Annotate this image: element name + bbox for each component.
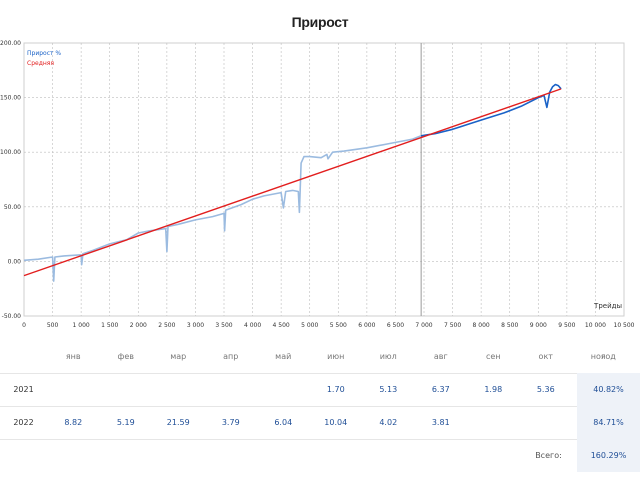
x-tick-label: 4 000 xyxy=(244,322,261,329)
x-tick-label: 6 000 xyxy=(358,322,375,329)
y-tick-label: 0.00 xyxy=(8,258,22,265)
month-header: мар xyxy=(170,352,187,361)
y-tick-label: 50.00 xyxy=(4,204,21,211)
month-header: ноя xyxy=(590,352,606,361)
month-value xyxy=(205,373,258,406)
month-value: 6.37 xyxy=(431,385,450,394)
x-tick-label: 9 500 xyxy=(558,322,575,329)
month-value xyxy=(47,373,100,406)
series-layer xyxy=(23,83,562,282)
month-value xyxy=(467,406,520,439)
month-header: авг xyxy=(433,352,448,361)
month-header: апр xyxy=(223,352,239,361)
summary-label: Всего: xyxy=(535,451,562,460)
summary-row: Всего: 160.29% xyxy=(0,439,640,472)
year-total-header: год xyxy=(601,352,616,361)
y-tick-label: -50.00 xyxy=(2,313,22,320)
x-tick-label: 5 000 xyxy=(301,322,318,329)
series-line-0 xyxy=(23,135,422,282)
x-tick-label: 2 500 xyxy=(158,322,175,329)
summary-total: 160.29% xyxy=(577,439,640,472)
x-tick-label: 0 xyxy=(22,322,26,329)
series-line-2 xyxy=(23,88,562,277)
x-tick-label: 1 000 xyxy=(73,322,90,329)
x-tick-label: 500 xyxy=(47,322,59,329)
month-value: 5.13 xyxy=(379,385,398,394)
y-tick-label: 150.00 xyxy=(0,95,21,102)
x-axis-label: Трейды xyxy=(593,302,622,310)
month-header: май xyxy=(275,352,292,361)
legend-entry: Прирост % xyxy=(27,50,61,57)
legend-entry: Средняя xyxy=(27,60,54,67)
legend: Прирост % Средняя xyxy=(27,50,61,67)
month-value: 10.04 xyxy=(324,418,348,427)
month-header: окт xyxy=(538,352,553,361)
month-header: сен xyxy=(485,352,501,361)
month-value: 3.81 xyxy=(431,418,450,427)
x-tick-label: 4 500 xyxy=(273,322,290,329)
y-tick-label: 200.00 xyxy=(0,40,21,47)
year-total: 40.82% xyxy=(577,373,640,406)
x-tick-label: 5 500 xyxy=(330,322,347,329)
x-tick-label: 7 000 xyxy=(415,322,432,329)
plot-area xyxy=(23,42,625,317)
table-row: 2022 8.82 5.19 21.59 3.79 6.04 10.04 4.02 3.81 84… xyxy=(0,406,640,440)
month-value xyxy=(152,373,205,406)
x-tick-label: 8 500 xyxy=(501,322,518,329)
x-tick-label: 10 000 xyxy=(585,322,606,329)
month-value: 6.04 xyxy=(274,418,293,427)
month-header: янв xyxy=(65,352,81,361)
x-tick-label: 1 500 xyxy=(101,322,118,329)
x-tick-label: 3 000 xyxy=(187,322,204,329)
series-line-1 xyxy=(420,83,562,137)
x-tick-label: 7 500 xyxy=(444,322,461,329)
chart-title: Прирост xyxy=(291,14,349,30)
month-value: 5.19 xyxy=(116,418,135,427)
table-header: янвфевмарапрмайиюниюлавгсеноктноядекгод xyxy=(0,340,640,374)
axis-layer: -50.00 0.00 50.00 100.00 150.00 200.00 0 500 1 0… xyxy=(0,40,635,329)
month-header: июн xyxy=(327,352,345,361)
x-tick-label: 8 000 xyxy=(473,322,490,329)
x-tick-label: 9 000 xyxy=(530,322,547,329)
month-header: июл xyxy=(379,352,397,361)
month-value: 1.70 xyxy=(326,385,345,394)
x-tick-label: 3 500 xyxy=(215,322,232,329)
month-value xyxy=(257,373,310,406)
year-label: 2022 xyxy=(13,418,34,427)
y-tick-label: 100.00 xyxy=(0,149,21,156)
x-tick-label: 6 500 xyxy=(387,322,404,329)
year-label: 2021 xyxy=(13,385,34,394)
month-header: фев xyxy=(117,352,134,361)
x-tick-label: 10 500 xyxy=(614,322,635,329)
growth-chart: -50.00 0.00 50.00 100.00 150.00 200.00 0 500 1 0… xyxy=(0,40,635,329)
month-value: 1.98 xyxy=(484,385,503,394)
month-value xyxy=(100,373,153,406)
x-tick-label: 2 000 xyxy=(130,322,147,329)
month-value: 5.36 xyxy=(536,385,555,394)
month-value xyxy=(520,406,573,439)
grid-layer xyxy=(23,42,625,317)
month-value: 8.82 xyxy=(64,418,83,427)
month-value: 21.59 xyxy=(166,418,190,427)
month-value: 4.02 xyxy=(379,418,398,427)
month-value: 3.79 xyxy=(221,418,240,427)
year-total: 84.71% xyxy=(577,406,640,439)
